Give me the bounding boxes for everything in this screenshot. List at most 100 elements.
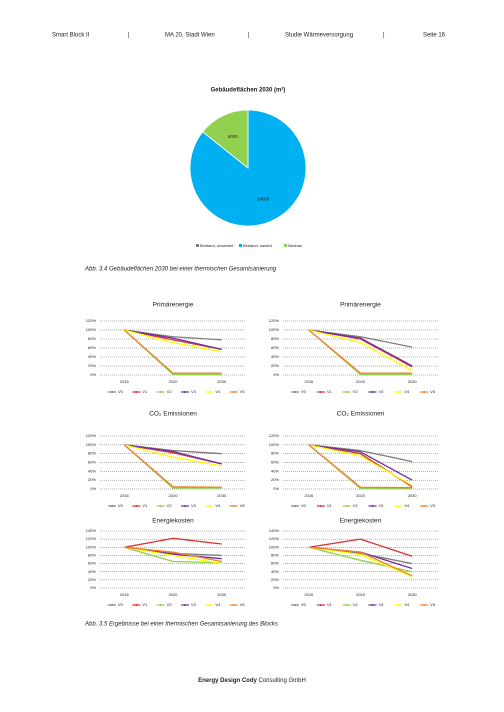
legend-label: V0 bbox=[301, 389, 307, 394]
legend-label: V5 bbox=[240, 389, 246, 394]
legend-marker bbox=[397, 604, 400, 606]
series-line bbox=[124, 329, 222, 350]
legend-label: V2 bbox=[167, 389, 173, 394]
y-tick-label: 60% bbox=[88, 345, 96, 350]
legend-label: V5 bbox=[240, 503, 246, 508]
y-tick-label: 40% bbox=[88, 569, 96, 574]
legend-marker bbox=[397, 505, 400, 507]
legend-marker bbox=[159, 604, 162, 606]
slice-label: 4000 bbox=[228, 134, 239, 139]
chart-title: CO₂ Emissionen bbox=[149, 411, 197, 418]
y-tick-label: 60% bbox=[88, 561, 96, 566]
series-line bbox=[308, 444, 413, 489]
chart-title: Gebäudeflächen 2030 (m²) bbox=[211, 87, 286, 94]
y-tick-label: 40% bbox=[88, 354, 96, 359]
legend-swatch bbox=[196, 244, 199, 247]
legend-label: V1 bbox=[142, 602, 148, 607]
header-item: Studie Wärmeversorgung bbox=[285, 33, 353, 39]
series-line bbox=[308, 444, 413, 481]
header-item: | bbox=[248, 33, 250, 39]
x-tick-label: 2020 bbox=[356, 493, 366, 498]
legend-marker bbox=[184, 604, 186, 606]
y-tick-label: 120% bbox=[269, 433, 280, 438]
series-line bbox=[308, 329, 413, 367]
legend-marker bbox=[345, 604, 348, 606]
series-line bbox=[124, 444, 222, 467]
legend-label: V1 bbox=[142, 503, 148, 508]
y-tick-label: 40% bbox=[88, 468, 96, 473]
legend-marker bbox=[371, 604, 374, 606]
header-item: | bbox=[128, 33, 130, 39]
y-tick-label: 60% bbox=[271, 460, 279, 465]
y-tick-label: 0% bbox=[90, 585, 96, 590]
legend-marker bbox=[294, 505, 296, 507]
legend-label: V4 bbox=[215, 389, 221, 394]
x-tick-label: 2016 bbox=[120, 592, 130, 597]
legend-label: V3 bbox=[379, 503, 385, 508]
y-tick-label: 20% bbox=[271, 477, 279, 482]
y-tick-label: 80% bbox=[271, 552, 279, 557]
x-tick-label: 2020 bbox=[356, 592, 366, 597]
y-tick-label: 0% bbox=[273, 486, 279, 491]
legend-marker bbox=[111, 505, 113, 507]
series-line bbox=[308, 538, 413, 557]
legend-label: V4 bbox=[404, 602, 410, 607]
header-item: MA 20, Stadt Wien bbox=[165, 33, 215, 39]
legend-swatch bbox=[284, 244, 287, 247]
legend-label: V4 bbox=[404, 389, 410, 394]
footer-text: Consulting GmbH bbox=[257, 678, 306, 684]
y-tick-label: 100% bbox=[269, 327, 280, 332]
legend-marker bbox=[423, 505, 426, 507]
chart-title: Primärenergie bbox=[340, 302, 381, 309]
legend-marker bbox=[232, 604, 235, 606]
legend-marker bbox=[135, 604, 138, 606]
legend-label: V0 bbox=[118, 389, 124, 394]
legend-marker bbox=[135, 505, 138, 507]
caption: Abb. 3.4 Gebäudeflächen 2030 bei einer t… bbox=[84, 267, 277, 273]
x-tick-label: 2016 bbox=[304, 379, 314, 384]
legend-marker bbox=[371, 391, 374, 393]
series-line bbox=[124, 444, 222, 465]
chart-title: Energiekosten bbox=[152, 518, 194, 525]
y-tick-label: 80% bbox=[88, 336, 96, 341]
legend-label: V5 bbox=[430, 389, 436, 394]
y-tick-label: 80% bbox=[88, 451, 96, 456]
legend-swatch bbox=[239, 244, 242, 247]
series-line bbox=[308, 329, 413, 372]
x-tick-label: 2020 bbox=[169, 493, 179, 498]
chart-title: CO₂ Emissionen bbox=[337, 411, 385, 418]
y-tick-label: 0% bbox=[90, 372, 96, 377]
series-line bbox=[124, 444, 222, 465]
legend-label: V2 bbox=[167, 503, 173, 508]
x-tick-label: 2020 bbox=[169, 379, 179, 384]
legend-label: V1 bbox=[327, 602, 333, 607]
legend-label: V4 bbox=[215, 503, 221, 508]
y-tick-label: 140% bbox=[86, 528, 97, 533]
footer-bold: Energy Design Cody bbox=[198, 678, 257, 684]
x-tick-label: 2030 bbox=[217, 379, 227, 384]
legend-label: V3 bbox=[191, 503, 197, 508]
legend-marker bbox=[232, 505, 235, 507]
legend-label: V2 bbox=[167, 602, 173, 607]
legend-label: V1 bbox=[142, 389, 148, 394]
y-tick-label: 20% bbox=[271, 577, 279, 582]
x-tick-label: 2030 bbox=[408, 493, 418, 498]
y-tick-label: 20% bbox=[271, 363, 279, 368]
y-tick-label: 100% bbox=[269, 442, 280, 447]
x-tick-label: 2030 bbox=[217, 592, 227, 597]
legend-label: V2 bbox=[353, 389, 359, 394]
x-tick-label: 2016 bbox=[304, 493, 314, 498]
y-tick-label: 100% bbox=[86, 442, 97, 447]
legend-label: V4 bbox=[215, 602, 221, 607]
series-line bbox=[124, 546, 222, 565]
caption: Abb. 3.5 Ergebnisse bei einer thermische… bbox=[84, 622, 278, 628]
slice-label: 24000 bbox=[257, 197, 270, 202]
y-tick-label: 40% bbox=[271, 569, 279, 574]
y-tick-label: 140% bbox=[269, 528, 280, 533]
header-item: Seite 16 bbox=[423, 33, 446, 39]
y-tick-label: 20% bbox=[88, 363, 96, 368]
series-line bbox=[123, 329, 222, 374]
x-tick-label: 2016 bbox=[304, 592, 314, 597]
series-line bbox=[124, 546, 222, 564]
